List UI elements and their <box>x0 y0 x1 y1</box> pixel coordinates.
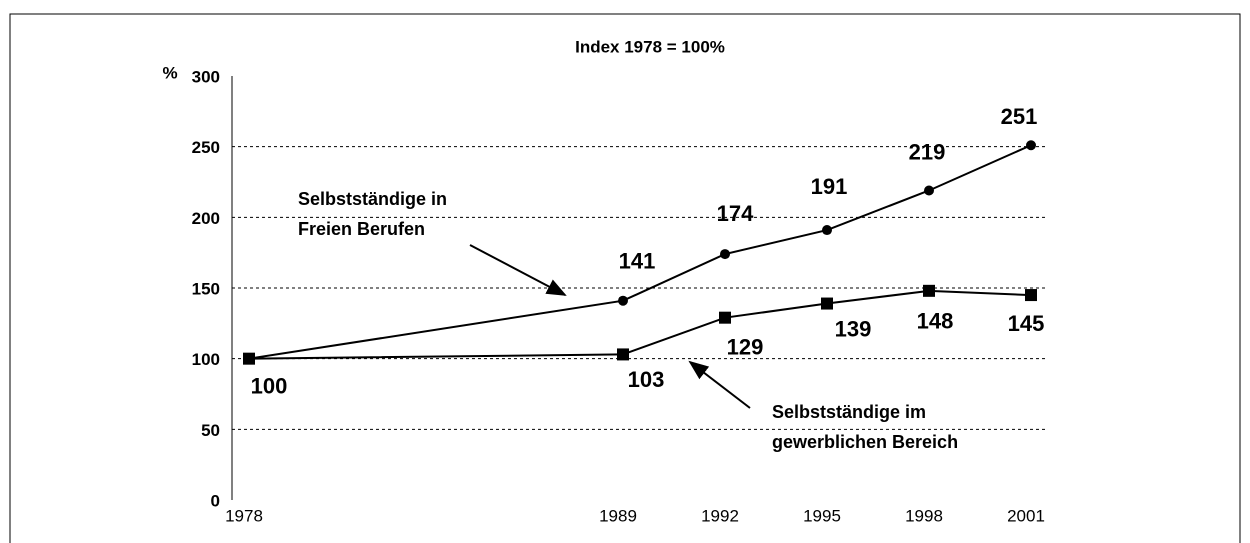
data-label: 251 <box>1001 104 1038 129</box>
data-label: 219 <box>909 139 946 164</box>
x-tick-label: 2001 <box>1007 506 1045 525</box>
arrow <box>469 244 567 296</box>
marker <box>924 185 934 196</box>
line <box>248 289 1032 360</box>
y-tick-label: 0 <box>211 491 220 510</box>
y-tick-label: 150 <box>192 279 220 298</box>
marker <box>243 352 255 365</box>
data-label: 103 <box>628 367 665 392</box>
data-label: 141 <box>619 249 656 274</box>
annotation: gewerblichen Bereich <box>772 432 958 452</box>
chart-title: Index 1978 = 100% <box>575 37 725 56</box>
annotation: Selbstständige im <box>772 402 926 422</box>
y-tick-label: 100 <box>192 350 220 369</box>
annotation: Selbstständige in <box>298 189 447 209</box>
arrow <box>688 360 751 409</box>
marker <box>720 249 730 260</box>
x-tick-label: 1998 <box>905 506 943 525</box>
data-label: 148 <box>917 309 954 334</box>
y-tick-label: 250 <box>192 138 220 157</box>
marker <box>923 284 935 297</box>
marker <box>617 348 629 361</box>
annotation: Freien Berufen <box>298 219 425 239</box>
y-tick-label: 200 <box>192 209 220 228</box>
marker <box>618 295 628 306</box>
x-tick-label: 1995 <box>803 506 841 525</box>
data-label: 145 <box>1008 311 1045 336</box>
data-label: 139 <box>835 316 872 341</box>
y-axis-label: % <box>162 63 177 82</box>
frame <box>9 13 1241 543</box>
y-tick-label: 50 <box>201 421 220 440</box>
line <box>248 144 1032 360</box>
marker <box>1025 289 1037 302</box>
data-label: 100 <box>251 373 288 398</box>
y-tick-label: 300 <box>192 67 220 86</box>
x-tick-label: 1992 <box>701 506 739 525</box>
data-label: 191 <box>811 174 848 199</box>
marker <box>1026 140 1036 151</box>
marker <box>822 225 832 236</box>
x-tick-label: 1978 <box>225 506 263 525</box>
data-label: 174 <box>717 201 754 226</box>
marker <box>719 311 731 324</box>
data-label: 129 <box>727 334 764 359</box>
x-tick-label: 1989 <box>599 506 637 525</box>
marker <box>821 297 833 310</box>
